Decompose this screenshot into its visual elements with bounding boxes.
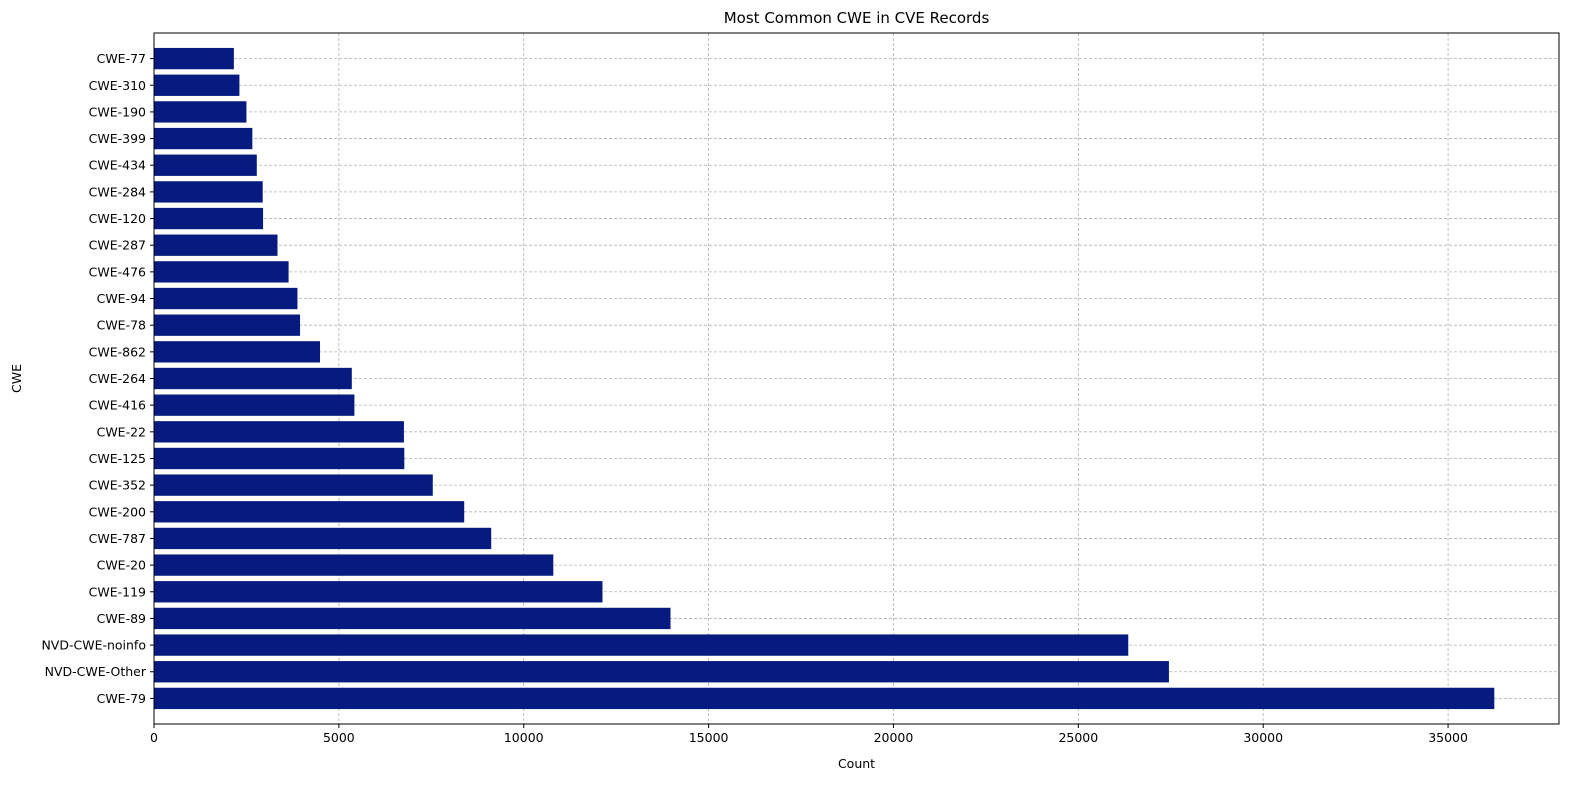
bar [154, 207, 264, 230]
bar [154, 367, 352, 390]
y-tick-label: CWE-434 [89, 158, 146, 173]
bar [154, 607, 671, 630]
y-tick-label: CWE-79 [97, 691, 146, 706]
y-tick-label: CWE-94 [97, 291, 146, 306]
y-tick-label: CWE-787 [89, 531, 146, 546]
bar [154, 527, 492, 550]
y-tick-label: CWE-77 [97, 51, 146, 66]
y-tick-label: CWE-476 [89, 264, 146, 279]
bar [154, 287, 298, 310]
y-tick-label: CWE-399 [89, 131, 146, 146]
chart-title: Most Common CWE in CVE Records [724, 9, 990, 27]
x-tick-label: 5000 [323, 730, 355, 745]
y-tick-label: CWE-22 [97, 424, 146, 439]
x-tick-label: 30000 [1243, 730, 1283, 745]
y-tick-label: CWE-120 [89, 211, 146, 226]
y-axis-label: CWE [9, 364, 24, 393]
bar [154, 341, 321, 363]
bar [154, 447, 405, 470]
bar [154, 181, 263, 203]
bar [154, 661, 1169, 683]
bar [154, 554, 554, 576]
x-tick-label: 35000 [1428, 730, 1468, 745]
y-tick-label: CWE-352 [89, 478, 146, 493]
x-axis-label: Count [838, 756, 875, 771]
y-tick-label: CWE-862 [89, 344, 146, 359]
bar [154, 394, 355, 416]
bar [154, 314, 301, 336]
y-tick-label: CWE-284 [89, 184, 146, 199]
x-tick-label: 25000 [1058, 730, 1098, 745]
y-tick-label: CWE-78 [97, 318, 146, 333]
y-axis: CWE-79 NVD-CWE-Other NVD-CWE-noinfo CWE-89 C… [41, 51, 154, 706]
y-tick-label: CWE-119 [89, 584, 146, 599]
y-tick-label: CWE-287 [89, 238, 146, 253]
bar [154, 47, 234, 70]
bar [154, 261, 289, 283]
bar [154, 421, 404, 443]
bar [154, 234, 278, 256]
x-tick-label: 20000 [874, 730, 914, 745]
bar [154, 634, 1129, 656]
x-tick-label: 15000 [689, 730, 729, 745]
bar [154, 127, 253, 150]
y-tick-label: CWE-125 [89, 451, 146, 466]
y-tick-label: CWE-20 [97, 558, 146, 573]
bar [154, 154, 257, 176]
bar [154, 501, 465, 523]
x-tick-label: 10000 [504, 730, 544, 745]
grid [153, 33, 1559, 724]
x-tick-label: 0 [150, 730, 158, 745]
y-tick-label: CWE-200 [89, 504, 146, 519]
bar [154, 687, 1495, 710]
bar [154, 74, 240, 96]
bars [154, 47, 1495, 710]
y-tick-label: CWE-416 [89, 398, 146, 413]
y-tick-label: CWE-310 [89, 78, 146, 93]
y-tick-label: CWE-264 [89, 371, 146, 386]
bar [154, 581, 603, 603]
bar [154, 474, 433, 496]
y-tick-label: CWE-89 [97, 611, 146, 626]
y-tick-label: CWE-190 [89, 104, 146, 119]
x-axis: 0 5000 10000 15000 20000 25000 30000 35000 [150, 724, 1468, 745]
y-tick-label: NVD-CWE-noinfo [41, 638, 146, 653]
bar [154, 101, 247, 123]
y-tick-label: NVD-CWE-Other [45, 664, 147, 679]
